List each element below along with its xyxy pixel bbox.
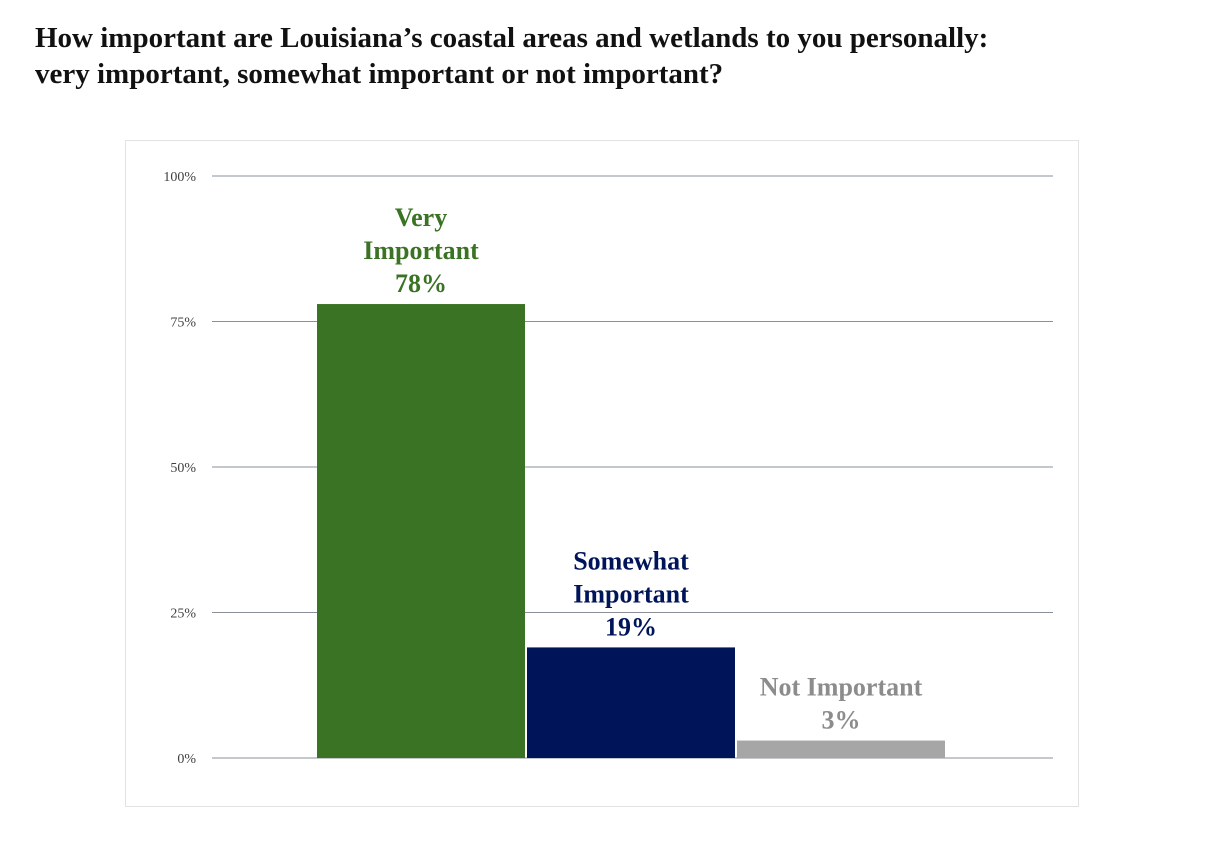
data-label: 78% bbox=[395, 269, 447, 298]
page-title: How important are Louisiana’s coastal ar… bbox=[35, 20, 1195, 92]
title-line-1: How important are Louisiana’s coastal ar… bbox=[35, 22, 989, 54]
data-label: Important bbox=[573, 579, 689, 608]
bar-chart: 0% 25% 50% 75% 100% Very Important 78% Somewhat I… bbox=[163, 170, 1053, 767]
data-label: Very bbox=[395, 203, 447, 232]
y-tick-label: 50% bbox=[170, 461, 196, 476]
data-label: Important bbox=[363, 236, 479, 265]
bar-somewhat-important bbox=[527, 647, 735, 758]
y-tick-label: 75% bbox=[170, 316, 196, 331]
data-label: 3% bbox=[822, 706, 861, 735]
data-label: Somewhat bbox=[573, 546, 689, 575]
data-label: Not Important bbox=[760, 673, 923, 702]
title-line-2: very important, somewhat important or no… bbox=[35, 58, 724, 90]
y-tick-label: 0% bbox=[177, 752, 196, 767]
bar-not-important bbox=[737, 740, 945, 758]
data-label: 19% bbox=[605, 612, 657, 641]
chart-frame: 0% 25% 50% 75% 100% Very Important 78% Somewhat I… bbox=[125, 140, 1079, 807]
bar-very-important bbox=[317, 304, 525, 758]
y-tick-label: 100% bbox=[163, 170, 196, 185]
y-tick-label: 25% bbox=[170, 607, 196, 622]
